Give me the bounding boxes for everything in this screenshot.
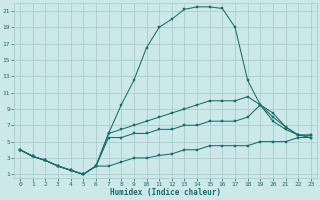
X-axis label: Humidex (Indice chaleur): Humidex (Indice chaleur)	[110, 188, 221, 197]
